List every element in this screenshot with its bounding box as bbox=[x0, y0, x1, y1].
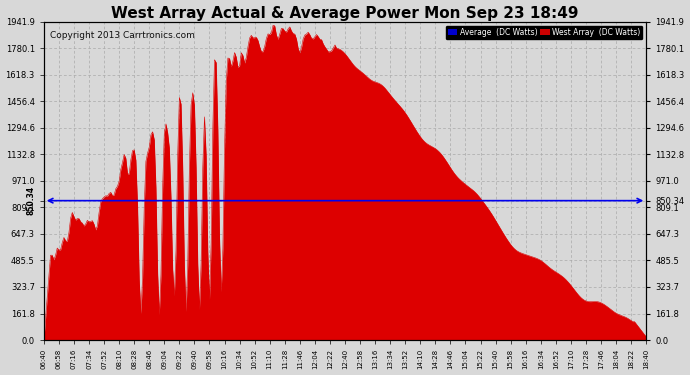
Text: Copyright 2013 Carrtronics.com: Copyright 2013 Carrtronics.com bbox=[50, 31, 195, 40]
Text: 850.34: 850.34 bbox=[26, 186, 35, 215]
Title: West Array Actual & Average Power Mon Sep 23 18:49: West Array Actual & Average Power Mon Se… bbox=[111, 6, 579, 21]
Legend: Average  (DC Watts), West Array  (DC Watts): Average (DC Watts), West Array (DC Watts… bbox=[446, 26, 642, 39]
